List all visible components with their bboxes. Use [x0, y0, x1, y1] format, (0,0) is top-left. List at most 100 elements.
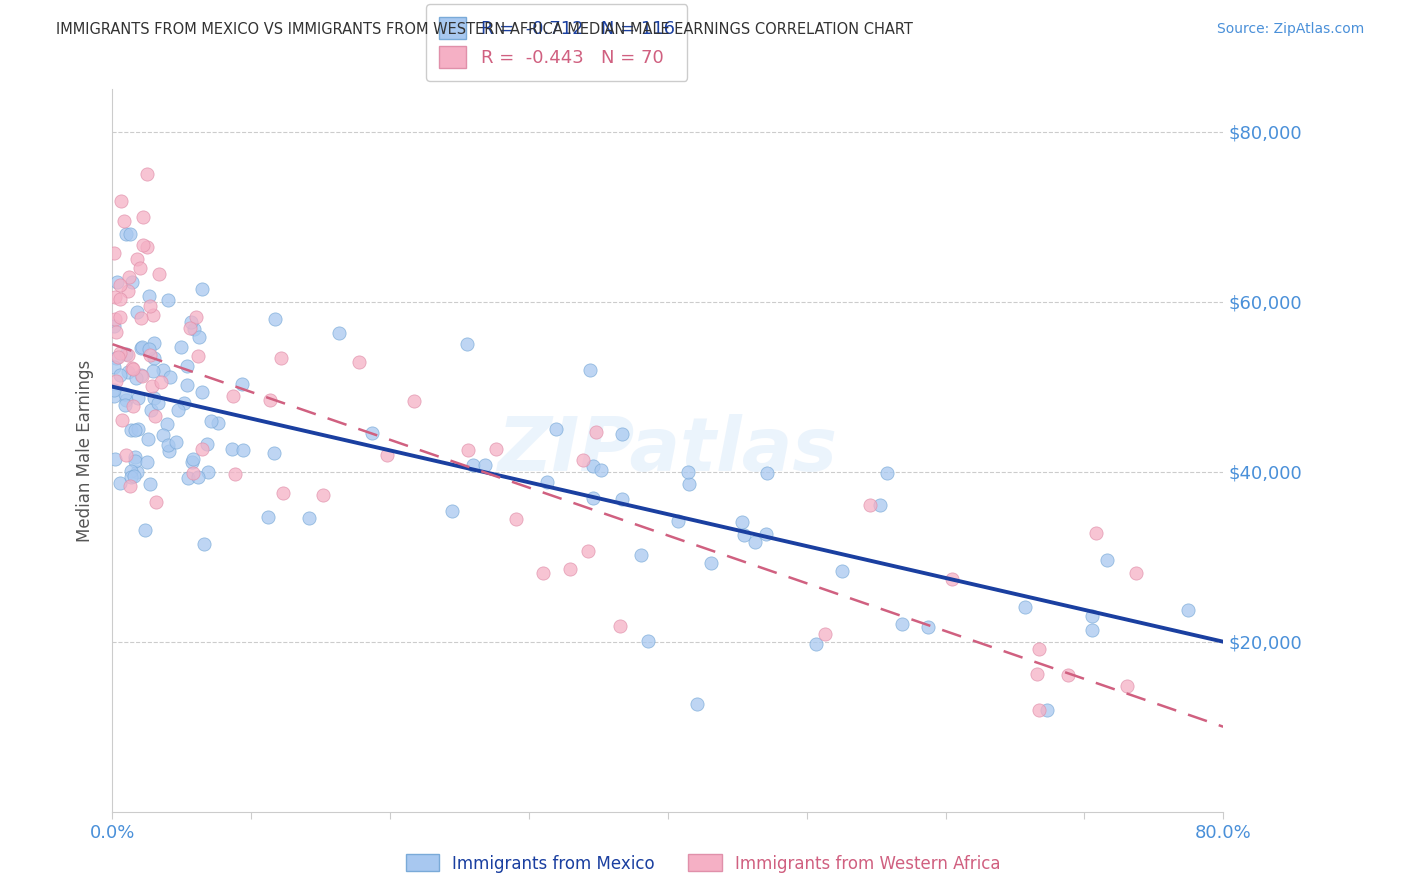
Point [114, 386, 136, 401]
Point [105, 275, 128, 289]
Point [876, 466, 898, 480]
Point [115, 448, 138, 462]
Point [1014, 599, 1036, 614]
Point [129, 311, 152, 326]
Point [139, 477, 162, 491]
Point [156, 438, 179, 452]
Point [197, 437, 219, 451]
Point [271, 485, 294, 500]
Point [1057, 668, 1080, 682]
Point [678, 477, 700, 491]
Point [103, 384, 125, 398]
Point [104, 351, 127, 365]
Point [114, 227, 136, 241]
Point [546, 422, 568, 436]
Point [224, 467, 246, 481]
Point [814, 627, 837, 641]
Point [117, 284, 139, 298]
Point [349, 354, 371, 368]
Text: Source: ZipAtlas.com: Source: ZipAtlas.com [1216, 22, 1364, 37]
Point [167, 402, 190, 417]
Point [105, 374, 128, 388]
Point [1028, 703, 1050, 717]
Point [108, 368, 131, 383]
Point [941, 572, 963, 586]
Point [187, 470, 209, 484]
Point [173, 395, 195, 409]
Point [127, 422, 149, 436]
Point [188, 330, 211, 344]
Point [148, 396, 170, 410]
Point [129, 341, 152, 355]
Point [131, 369, 153, 384]
Point [859, 499, 882, 513]
Point [891, 617, 914, 632]
Point [582, 458, 605, 473]
Legend: R =  -0.712   N = 116, R =  -0.443   N = 70: R = -0.712 N = 116, R = -0.443 N = 70 [426, 4, 688, 81]
Point [1036, 703, 1059, 717]
Point [142, 364, 165, 378]
Point [131, 340, 153, 354]
Point [117, 365, 139, 379]
Point [869, 498, 891, 512]
Point [124, 454, 146, 468]
Point [193, 537, 215, 551]
Point [127, 391, 149, 405]
Point [136, 167, 159, 181]
Point [136, 454, 159, 468]
Point [181, 452, 204, 467]
Y-axis label: Median Male Earnings: Median Male Earnings [76, 359, 94, 541]
Point [107, 350, 129, 364]
Text: IMMIGRANTS FROM MEXICO VS IMMIGRANTS FROM WESTERN AFRICA MEDIAN MALE EARNINGS CO: IMMIGRANTS FROM MEXICO VS IMMIGRANTS FRO… [56, 22, 912, 37]
Point [404, 393, 426, 408]
Point [200, 414, 222, 428]
Point [264, 311, 287, 326]
Point [127, 252, 149, 267]
Point [139, 402, 162, 417]
Point [152, 363, 174, 377]
Point [124, 450, 146, 465]
Point [298, 510, 321, 524]
Point [150, 376, 173, 390]
Point [179, 321, 201, 335]
Point [142, 391, 165, 405]
Point [609, 618, 631, 632]
Point [118, 479, 141, 493]
Point [1097, 553, 1119, 567]
Point [536, 475, 558, 489]
Point [142, 336, 165, 351]
Point [686, 698, 709, 712]
Point [110, 346, 132, 360]
Point [108, 278, 131, 293]
Point [112, 214, 135, 228]
Point [630, 548, 652, 562]
Point [108, 475, 131, 490]
Point [114, 393, 136, 408]
Point [108, 310, 131, 325]
Point [132, 237, 155, 252]
Point [191, 442, 214, 457]
Point [136, 240, 159, 254]
Point [114, 347, 136, 361]
Point [1177, 602, 1199, 616]
Point [375, 448, 398, 462]
Point [231, 377, 253, 392]
Point [117, 348, 139, 362]
Point [505, 512, 527, 526]
Point [637, 634, 659, 648]
Point [111, 413, 134, 427]
Point [456, 337, 478, 351]
Point [114, 398, 136, 412]
Point [222, 389, 245, 403]
Point [259, 392, 281, 407]
Point [139, 299, 162, 313]
Point [143, 351, 166, 366]
Point [139, 348, 162, 362]
Point [572, 453, 595, 467]
Point [181, 455, 204, 469]
Point [157, 293, 180, 307]
Point [141, 379, 163, 393]
Point [485, 442, 508, 456]
Point [461, 458, 484, 473]
Point [579, 362, 602, 376]
